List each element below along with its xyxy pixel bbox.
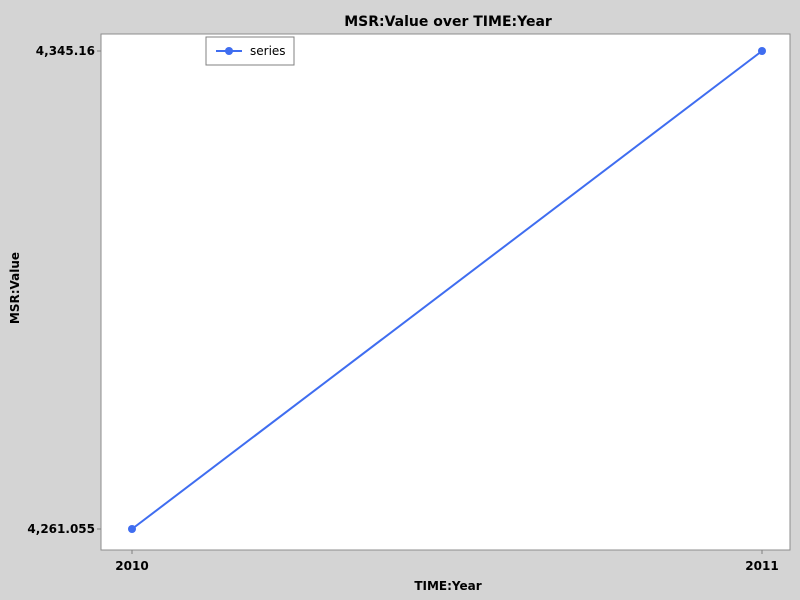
legend-series-label: series	[250, 44, 286, 58]
x-axis-label: TIME:Year	[414, 579, 481, 593]
y-axis-ticks: 4,261.055 4,345.16	[27, 44, 101, 536]
series-layer	[128, 47, 766, 533]
data-point	[758, 47, 766, 55]
x-tick-label: 2010	[115, 559, 148, 573]
y-tick-label: 4,261.055	[27, 522, 95, 536]
series-line	[131, 50, 763, 530]
data-point	[128, 525, 136, 533]
y-tick-label: 4,345.16	[36, 44, 95, 58]
x-axis-ticks: 2010 2011	[115, 550, 779, 573]
x-tick-label: 2011	[745, 559, 778, 573]
chart-title: MSR:Value over TIME:Year	[344, 14, 552, 30]
legend: series	[205, 36, 295, 66]
y-axis-label: MSR:Value	[8, 252, 22, 324]
legend-series-marker	[225, 47, 233, 55]
